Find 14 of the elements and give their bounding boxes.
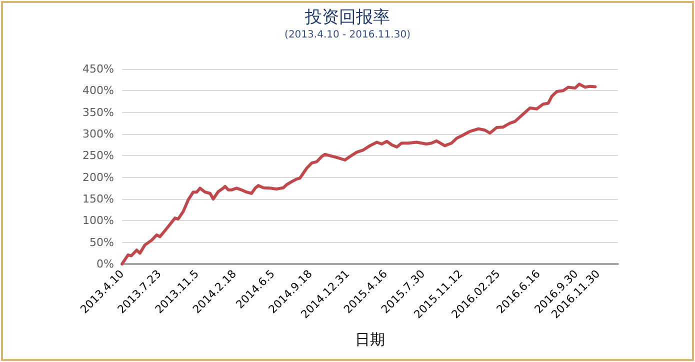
y-tick-label: 350% xyxy=(82,106,114,119)
x-axis-title: 日期 xyxy=(355,330,385,348)
y-tick-label: 450% xyxy=(82,62,114,76)
y-tick-label: 400% xyxy=(82,84,114,98)
y-tick-label: 150% xyxy=(82,192,114,206)
y-tick-label: 50% xyxy=(90,236,114,249)
y-tick-label: 200% xyxy=(82,170,114,184)
y-tick-label: 250% xyxy=(82,149,114,162)
line-series xyxy=(120,82,597,266)
chart-subtitle: (2013.4.10 - 2016.11.30) xyxy=(284,30,411,40)
y-tick-label: 300% xyxy=(82,128,114,140)
y-tick-label: 0% xyxy=(96,258,114,270)
chart-title: 投资回报率 xyxy=(304,8,390,28)
y-tick-label: 100% xyxy=(82,214,114,228)
